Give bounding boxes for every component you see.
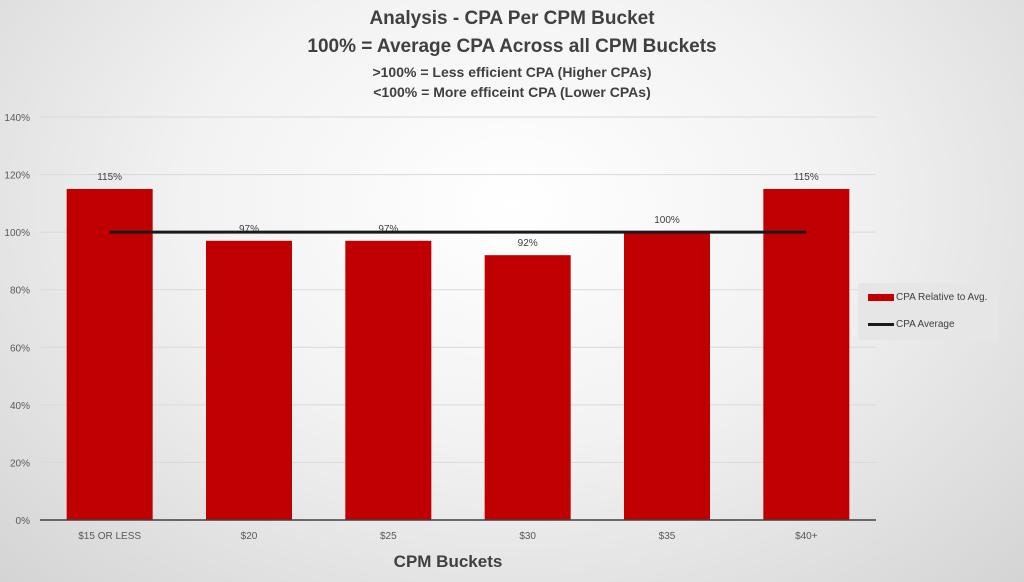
- legend-item-line: CPA Average: [868, 319, 955, 330]
- y-tick-label: 40%: [10, 401, 30, 412]
- x-tick-label: $15 OR LESS: [78, 531, 141, 542]
- data-label: 97%: [239, 224, 259, 235]
- y-tick-label: 20%: [10, 458, 30, 469]
- x-tick-label: $25: [380, 531, 397, 542]
- bar: [345, 240, 432, 520]
- bar: [484, 255, 571, 520]
- legend-item-bar: CPA Relative to Avg.: [868, 292, 987, 303]
- y-tick-label: 140%: [4, 113, 30, 124]
- legend-swatch-line: [868, 323, 894, 326]
- x-tick-label: $20: [241, 531, 258, 542]
- data-label: 100%: [654, 215, 680, 226]
- bar: [763, 188, 850, 520]
- y-tick-label: 120%: [4, 171, 30, 182]
- data-label: 97%: [378, 224, 398, 235]
- legend-label-line: CPA Average: [896, 319, 955, 330]
- data-label: 115%: [97, 172, 122, 183]
- x-tick-label: $35: [659, 531, 676, 542]
- bar: [66, 188, 153, 520]
- y-tick-label: 0%: [16, 516, 31, 527]
- data-label: 115%: [794, 172, 819, 183]
- bar: [624, 232, 710, 520]
- chart-subtitle-3: <100% = More efficeint CPA (Lower CPAs): [373, 84, 651, 100]
- bar: [206, 240, 292, 520]
- chart-subtitle-2: >100% = Less efficient CPA (Higher CPAs): [372, 64, 652, 80]
- chart-title: Analysis - CPA Per CPM Bucket: [369, 8, 655, 29]
- y-tick-label: 100%: [4, 228, 30, 239]
- data-label: 92%: [518, 238, 538, 249]
- x-axis-label: CPM Buckets: [393, 552, 503, 571]
- y-tick-label: 80%: [10, 286, 30, 297]
- x-tick-label: $40+: [795, 531, 818, 542]
- legend-label-bar: CPA Relative to Avg.: [896, 292, 988, 303]
- legend-swatch-bar: [868, 294, 894, 301]
- x-tick-label: $30: [519, 531, 536, 542]
- chart-subtitle-1: 100% = Average CPA Across all CPM Bucket…: [307, 36, 717, 57]
- legend: CPA Relative to Avg. CPA Average: [858, 283, 998, 340]
- y-tick-label: 60%: [10, 343, 30, 354]
